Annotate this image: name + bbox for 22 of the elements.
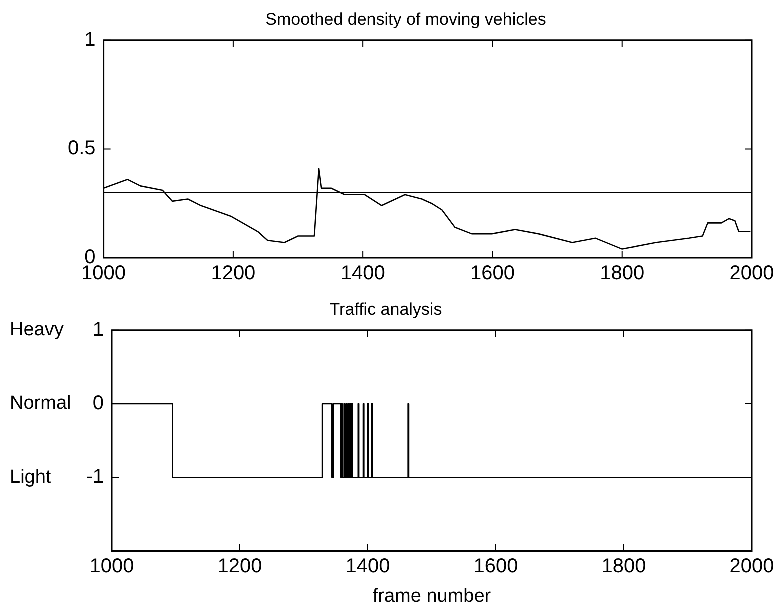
x-tick-label: 1000 [90, 556, 134, 578]
x-tick-label: 1200 [211, 262, 256, 285]
text: Light [10, 466, 52, 488]
x-tick-label: 1400 [346, 556, 390, 578]
text: Normal [10, 393, 72, 414]
x-tick-label: 1200 [218, 556, 262, 578]
x-tick-label: 1600 [474, 556, 518, 578]
y-tick-label: 0 [92, 392, 104, 415]
x-axis-title: frame number [372, 586, 492, 607]
y-tick-label: -1 [86, 466, 104, 488]
chart-title: Traffic analysis [330, 300, 442, 319]
y-tick-label: 0.5 [68, 138, 96, 160]
x-tick-label: 1600 [470, 262, 515, 285]
y-tick-label: 1 [84, 28, 96, 51]
text: Heavy [10, 320, 64, 341]
x-tick-label: 2000 [730, 262, 774, 285]
x-tick-label: 2000 [730, 556, 774, 578]
x-tick-label: 1800 [602, 556, 646, 578]
x-tick-label: 1400 [340, 262, 386, 285]
x-tick-label: 1800 [600, 262, 645, 285]
chart-title: Smoothed density of moving vehicles [266, 10, 546, 29]
y-tick-label: 1 [92, 318, 104, 341]
